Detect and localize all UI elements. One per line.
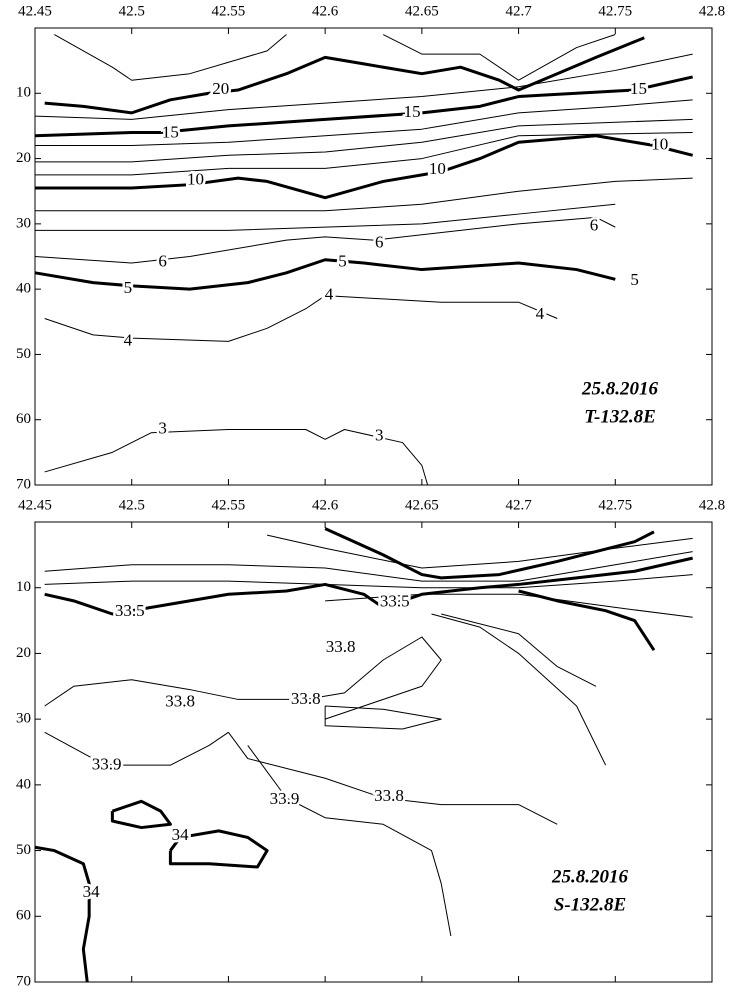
contour-label: 3 [375,426,384,445]
y-tick-label: 30 [16,711,31,727]
contour-label: 10 [187,170,204,189]
y-tick-label: 60 [16,908,31,924]
contour-label: 6 [590,215,599,234]
y-tick-label: 50 [16,346,31,362]
contour-line [54,34,287,81]
x-tick-label: 42.6 [312,3,339,19]
x-tick-label: 42.7 [505,3,532,19]
contour-label: 10 [651,134,668,153]
y-tick-label: 20 [16,150,31,166]
contour-line [110,799,172,830]
x-tick-label: 42.7 [505,497,532,513]
contour-line [247,745,452,937]
contour-line [44,574,693,589]
contour-line [44,36,645,115]
contour-label: 33.9 [270,789,300,808]
contour-line [324,705,442,730]
x-tick-label: 42.45 [18,3,52,19]
contour-line [44,429,429,486]
contour-label: 34 [83,882,101,901]
contour-line [35,177,693,212]
contour-line [44,295,558,342]
plot-frame [34,521,713,983]
contour-line [34,216,616,264]
contour-label: 15 [404,102,421,121]
contour-label: 4 [124,330,133,349]
contour-line [34,845,91,983]
contour-line [44,551,693,582]
contour-label: 15 [630,79,647,98]
contour-line [35,118,693,163]
x-tick-label: 42.75 [598,3,632,19]
annotation: T-132.8E [584,406,656,427]
contour-label: 4 [536,304,545,323]
contour-line [431,613,607,766]
x-tick-label: 42.5 [119,497,145,513]
y-tick-label: 40 [16,281,31,297]
contour-line [324,527,655,580]
x-tick-label: 42.45 [18,497,52,513]
contour-line [35,131,693,176]
contour-label: 5 [630,270,639,289]
contour-label: 33.9 [92,755,122,774]
annotation: S-132.8E [554,894,626,915]
x-tick-label: 42.55 [212,3,246,19]
contour-line [228,731,558,825]
contour-line [44,556,693,616]
y-tick-label: 20 [16,645,31,661]
contour-label: 5 [124,278,133,297]
y-tick-label: 30 [16,215,31,231]
contour-label: 33.8 [165,692,195,711]
contour-label: 3 [158,418,167,437]
x-tick-label: 42.8 [699,497,725,513]
x-tick-label: 42.5 [119,3,145,19]
contour-label: 10 [429,159,446,178]
x-tick-label: 42.65 [405,497,439,513]
contour-label: 5 [338,251,347,270]
contour-line [34,53,693,120]
y-tick-label: 10 [16,85,31,101]
contour-label: 33.8 [291,689,321,708]
contour-label: 4 [325,285,334,304]
contour-label: 6 [375,232,384,251]
contour-line [518,589,656,651]
contour-label: 20 [212,79,229,98]
x-tick-label: 42.55 [212,497,246,513]
y-tick-label: 50 [16,842,31,858]
x-tick-label: 42.8 [699,3,725,19]
contour-label: 33.5 [115,601,145,620]
contour-line [35,134,694,200]
y-tick-label: 10 [16,579,31,595]
contour-line [168,829,269,869]
contour-line [267,534,693,569]
contour-line [34,258,616,291]
contour-label: 34 [172,825,190,844]
contour-line [35,99,693,147]
contour-line [34,75,693,138]
y-tick-label: 60 [16,411,31,427]
plot-frame [34,27,713,486]
contour-label: 33.5 [380,592,410,611]
annotation: 25.8.2016 [551,866,629,887]
contour-line [44,731,229,766]
x-tick-label: 42.75 [598,497,632,513]
contour-label: 33.8 [326,637,356,656]
y-tick-label: 40 [16,776,31,792]
contour-line [325,593,693,618]
contour-line [44,636,442,720]
x-tick-label: 42.65 [405,3,439,19]
contour-line [35,203,616,231]
annotation: 25.8.2016 [581,378,659,399]
contour-line [382,34,616,81]
x-tick-label: 42.6 [312,497,339,513]
y-tick-label: 70 [16,973,31,989]
contour-label: 15 [162,123,179,142]
contour-line [441,613,597,687]
y-tick-label: 70 [16,476,31,492]
contour-label: 33.8 [374,786,404,805]
contour-label: 6 [158,251,167,270]
